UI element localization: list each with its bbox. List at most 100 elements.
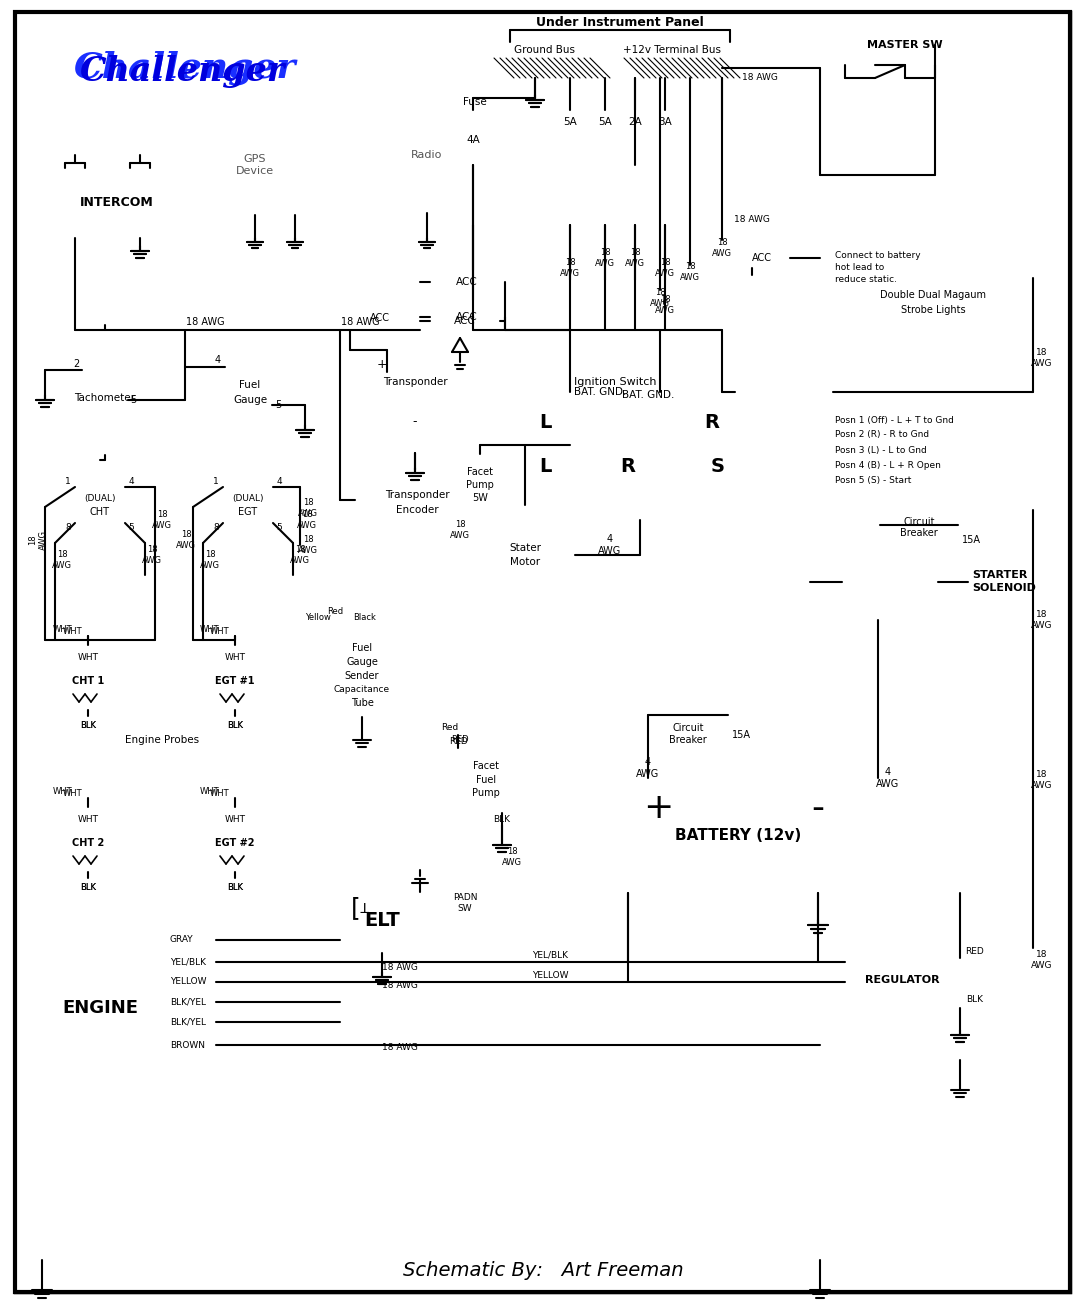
- Circle shape: [186, 325, 315, 454]
- Bar: [195, 115, 315, 215]
- Circle shape: [188, 959, 196, 966]
- Circle shape: [566, 326, 574, 334]
- Text: 18
AWG: 18 AWG: [290, 546, 310, 564]
- Text: 1: 1: [213, 477, 219, 486]
- Circle shape: [454, 744, 462, 752]
- Bar: [880, 511, 958, 545]
- Text: Posn 1 (Off) - L + T to Gnd: Posn 1 (Off) - L + T to Gnd: [835, 415, 954, 424]
- Text: 5A: 5A: [598, 118, 612, 127]
- Circle shape: [218, 482, 228, 492]
- Text: YELLOW: YELLOW: [532, 970, 569, 980]
- Text: 18
AWG: 18 AWG: [1031, 951, 1052, 969]
- Circle shape: [496, 317, 505, 325]
- Circle shape: [195, 636, 275, 716]
- Text: Transponder: Transponder: [385, 490, 449, 500]
- Bar: [339, 888, 426, 953]
- Bar: [492, 57, 592, 78]
- Text: Under Instrument Panel: Under Instrument Panel: [536, 16, 704, 29]
- Bar: [28, 929, 173, 1087]
- Circle shape: [181, 326, 189, 334]
- Text: Red: Red: [442, 724, 459, 733]
- Circle shape: [359, 624, 376, 643]
- Circle shape: [631, 215, 639, 225]
- Text: 5: 5: [130, 394, 136, 405]
- Text: Posn 2 (R) - R to Gnd: Posn 2 (R) - R to Gnd: [835, 431, 929, 440]
- Circle shape: [231, 874, 239, 882]
- Text: Tachometer: Tachometer: [75, 393, 136, 404]
- Bar: [355, 470, 480, 530]
- Circle shape: [694, 419, 706, 431]
- Circle shape: [840, 73, 850, 84]
- Text: Breaker: Breaker: [669, 735, 706, 744]
- Text: 5A: 5A: [563, 118, 577, 127]
- Circle shape: [71, 232, 80, 243]
- Text: 3A: 3A: [659, 118, 672, 127]
- Circle shape: [549, 464, 561, 475]
- Circle shape: [382, 367, 392, 377]
- Text: Challenger: Challenger: [74, 51, 296, 85]
- Bar: [40, 168, 195, 238]
- Circle shape: [899, 73, 910, 84]
- Bar: [330, 868, 510, 963]
- Text: BROWN: BROWN: [170, 1041, 205, 1050]
- Circle shape: [431, 899, 439, 906]
- Text: Transponder: Transponder: [383, 377, 447, 387]
- Circle shape: [208, 936, 216, 944]
- Text: Pump: Pump: [472, 788, 500, 798]
- Text: 18
AWG: 18 AWG: [52, 550, 72, 569]
- Circle shape: [231, 794, 239, 802]
- Text: BLK: BLK: [80, 883, 95, 892]
- Text: BLK: BLK: [494, 815, 511, 824]
- Text: Engine Probes: Engine Probes: [125, 735, 199, 744]
- Circle shape: [71, 518, 80, 528]
- Text: Circuit: Circuit: [903, 517, 935, 528]
- Text: WHT: WHT: [210, 627, 230, 636]
- Circle shape: [193, 451, 303, 560]
- Bar: [833, 278, 1033, 330]
- Text: GPS
Device: GPS Device: [235, 154, 275, 176]
- Text: 18
AWG: 18 AWG: [176, 530, 196, 550]
- Bar: [628, 778, 848, 893]
- Text: Black: Black: [354, 614, 376, 623]
- Text: Ground Bus: Ground Bus: [514, 44, 575, 55]
- Text: Yellow: Yellow: [305, 614, 331, 623]
- Circle shape: [319, 624, 337, 643]
- Text: Double Dual Magaum: Double Dual Magaum: [880, 290, 986, 300]
- Text: 18 AWG: 18 AWG: [742, 73, 778, 82]
- Circle shape: [662, 419, 674, 431]
- Circle shape: [44, 451, 155, 560]
- Circle shape: [661, 111, 669, 119]
- Text: ACC: ACC: [456, 312, 477, 323]
- Circle shape: [268, 482, 278, 492]
- Circle shape: [84, 632, 92, 640]
- Text: BAT. GND.: BAT. GND.: [574, 387, 626, 397]
- Text: +12v Terminal Bus: +12v Terminal Bus: [623, 44, 722, 55]
- Circle shape: [930, 60, 940, 71]
- Text: BLK: BLK: [80, 883, 95, 892]
- Circle shape: [656, 326, 664, 334]
- Text: WHT: WHT: [77, 653, 99, 662]
- Circle shape: [624, 978, 631, 986]
- Circle shape: [123, 394, 133, 405]
- Bar: [828, 407, 1058, 496]
- Text: RED: RED: [966, 947, 984, 956]
- Text: 18
AWG: 18 AWG: [28, 530, 48, 550]
- Circle shape: [601, 215, 609, 225]
- Text: ELT: ELT: [365, 910, 400, 930]
- Text: MASTER SW: MASTER SW: [867, 40, 943, 50]
- Text: Tube: Tube: [350, 697, 373, 708]
- Text: WHT: WHT: [63, 789, 82, 798]
- Circle shape: [786, 253, 795, 263]
- Text: BLK: BLK: [227, 721, 243, 730]
- Circle shape: [582, 419, 593, 431]
- Text: 5: 5: [275, 400, 281, 410]
- Bar: [430, 270, 505, 295]
- Text: 18
AWG: 18 AWG: [625, 248, 644, 268]
- Text: Posn 3 (L) - L to Gnd: Posn 3 (L) - L to Gnd: [835, 445, 927, 454]
- Text: Capacitance: Capacitance: [334, 686, 391, 695]
- Text: BLK: BLK: [227, 883, 243, 892]
- Circle shape: [566, 111, 574, 119]
- Text: BLK: BLK: [967, 995, 983, 1004]
- Circle shape: [135, 232, 145, 243]
- Text: 18
AWG: 18 AWG: [1031, 349, 1052, 368]
